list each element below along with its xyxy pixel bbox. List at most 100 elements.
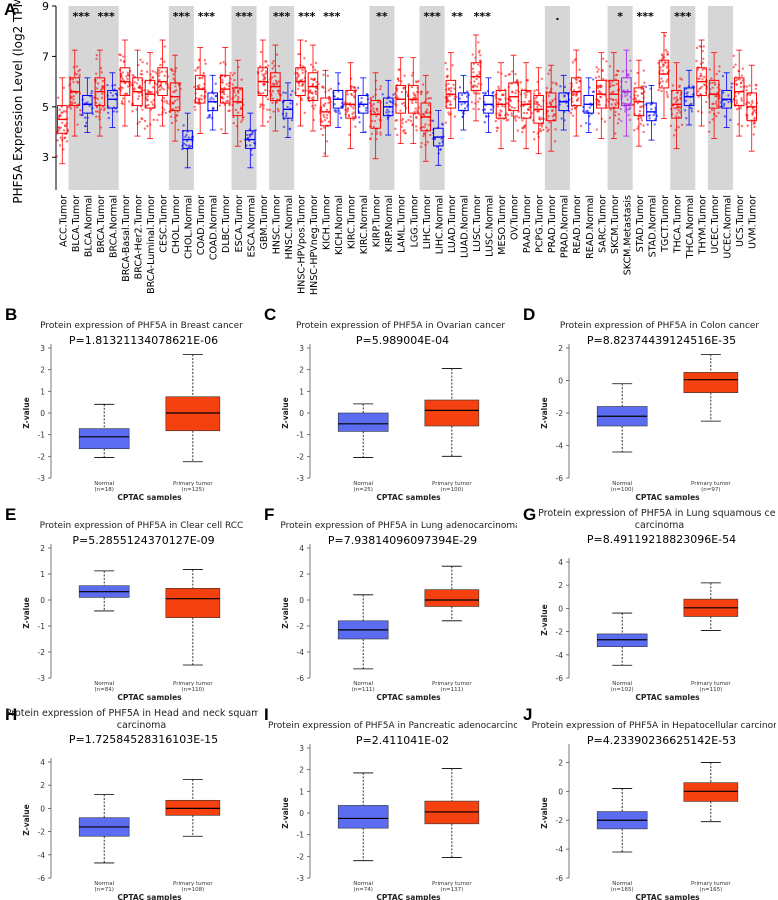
data-point (334, 110, 338, 114)
data-point (616, 122, 620, 125)
data-point (62, 110, 66, 113)
category-chol-tumor: CHOL.Tumor (168, 54, 182, 254)
data-point (394, 127, 397, 131)
data-point (472, 107, 475, 111)
data-point (356, 86, 360, 90)
category-brca-tumor: BRCA.Tumor (93, 49, 107, 253)
data-point (421, 112, 425, 116)
data-point (84, 124, 87, 128)
data-point (176, 98, 179, 101)
data-point (352, 95, 356, 98)
category-pcpg-tumor: PCPG.Tumor (532, 67, 546, 253)
data-point (223, 86, 226, 89)
data-point (136, 97, 140, 101)
group-label: Normal (353, 881, 373, 887)
y-tick-label: 1 (299, 787, 304, 796)
data-point (751, 113, 754, 117)
data-point (114, 92, 118, 96)
box (337, 805, 389, 829)
significance-label: *** (98, 10, 116, 23)
data-point (516, 129, 520, 132)
y-tick-label: 4 (299, 544, 304, 553)
data-point (698, 77, 701, 80)
data-point (311, 82, 315, 86)
data-point (70, 95, 73, 98)
box-group-normal: Normal(n=111) (337, 594, 389, 693)
data-point (553, 140, 557, 143)
data-point (555, 83, 558, 86)
y-tick-label: -1 (38, 622, 46, 631)
cptac-boxplot-c: Protein expression of PHF5A in Ovarian c… (281, 321, 505, 500)
y-tick-label: -4 (556, 442, 564, 451)
data-point (60, 105, 64, 108)
data-point (223, 92, 226, 96)
data-point (265, 60, 268, 63)
data-point (519, 81, 523, 84)
x-tick-label: CESC.Tumor (159, 195, 170, 253)
data-point (120, 75, 123, 79)
group-n: (n=165) (699, 887, 722, 893)
y-tick-label: 3 (299, 344, 304, 353)
data-point (222, 97, 225, 100)
group-n: (n=111) (440, 687, 463, 693)
data-point (653, 123, 656, 126)
data-point (671, 84, 674, 87)
data-point (663, 34, 667, 38)
data-point (169, 68, 173, 71)
category-lgg-tumor: LGG.Tumor (406, 57, 420, 247)
data-point (333, 95, 336, 98)
data-point (407, 118, 410, 122)
data-point (63, 136, 67, 139)
chart-title-line2: carcinoma (117, 720, 167, 731)
panel-letter-a: A (4, 0, 17, 19)
data-point (745, 85, 749, 88)
category-hnsc-tumor: HNSC.Tumor (268, 44, 282, 254)
data-point (495, 129, 499, 133)
x-tick-label: THYM.Tumor (698, 195, 709, 255)
x-tick-label: MESO.Tumor (497, 195, 508, 255)
data-point (429, 133, 432, 137)
data-point (571, 100, 574, 103)
data-point (483, 121, 487, 124)
y-tick-label: 1 (40, 387, 45, 396)
data-point (538, 92, 542, 95)
category-kirc-normal: KIRC.Normal (356, 77, 370, 254)
data-point (627, 113, 630, 117)
data-point (741, 67, 745, 70)
data-point (327, 120, 331, 123)
group-n: (n=74) (353, 887, 372, 893)
data-point (660, 89, 663, 93)
data-point (240, 78, 243, 81)
y-tick-label: 2 (40, 544, 45, 553)
x-tick-label: BRCA.Tumor (96, 195, 107, 253)
data-point (295, 78, 299, 82)
category-prad-tumor: PRAD.Tumor (545, 64, 558, 253)
data-point (275, 83, 279, 86)
data-point (662, 65, 665, 68)
significance-label: *** (637, 10, 655, 23)
data-point (721, 74, 725, 78)
data-point (369, 97, 373, 101)
data-point (740, 124, 744, 128)
x-tick-label: SKCM.Tumor (610, 195, 621, 254)
p-value: P=5.989004E-04 (356, 334, 449, 347)
data-point (100, 96, 104, 100)
box (683, 372, 739, 393)
data-point (226, 95, 229, 98)
data-point (754, 87, 758, 90)
data-point (752, 118, 756, 121)
data-point (329, 87, 333, 90)
data-point (527, 108, 531, 112)
data-point (301, 83, 305, 86)
data-point (533, 89, 536, 93)
panel-letter-i: I (264, 705, 269, 724)
data-point (710, 108, 714, 112)
data-point (636, 101, 639, 105)
data-point (470, 101, 474, 104)
data-point (588, 106, 591, 109)
data-point (285, 112, 288, 115)
data-point (449, 90, 453, 93)
data-point (546, 130, 549, 133)
group-n: (n=100) (611, 487, 634, 493)
data-point (553, 113, 556, 117)
